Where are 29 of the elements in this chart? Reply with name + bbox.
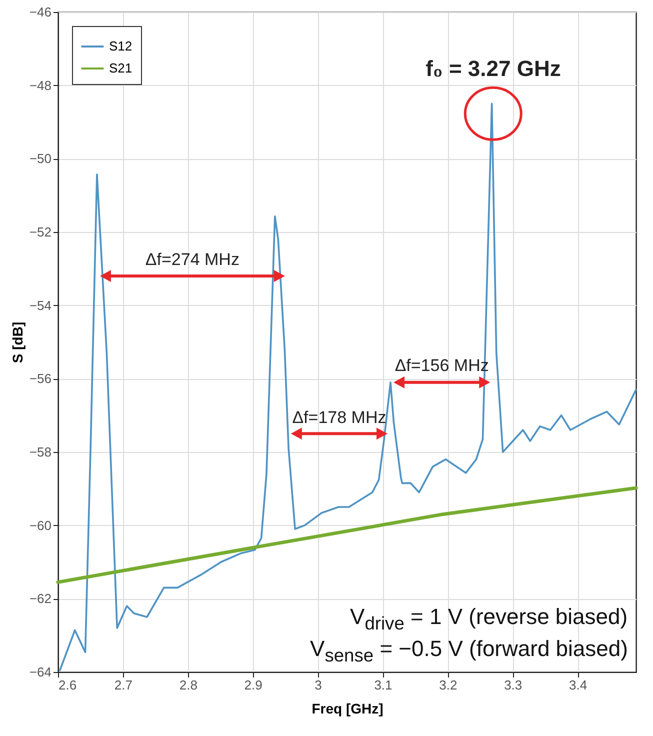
annotation: V$_{drive}$ = 1 V (reverse biased) — [350, 604, 628, 634]
y-tick-label: −48 — [29, 78, 52, 93]
legend-label: S12 — [109, 38, 132, 54]
annotation: f₀ = 3.27 GHz — [426, 56, 561, 82]
annotation: Δf=274 MHz — [145, 250, 240, 270]
x-tick-label: 2.8 — [179, 678, 198, 692]
legend-label: S21 — [109, 60, 132, 76]
y-tick-label: −56 — [29, 371, 52, 386]
x-tick-label: 3.2 — [439, 678, 458, 692]
x-tick-label: 2.7 — [114, 678, 132, 692]
y-tick-label: −62 — [29, 591, 52, 606]
x-tick-label: 2.6 — [58, 678, 77, 692]
annotation: Δf=178 MHz — [292, 408, 386, 428]
y-tick-label: −64 — [29, 664, 52, 680]
line-series — [56, 486, 638, 584]
y-tick-label: −54 — [29, 298, 52, 313]
x-tick-label: 3.3 — [504, 678, 522, 692]
y-tick-label: −60 — [29, 518, 52, 533]
annotation: V$_{sense}$ = −0.5 V (forward biased) — [310, 636, 628, 666]
x-tick-label: 3.1 — [374, 678, 392, 692]
x-axis-title: Freq [GHz] — [312, 700, 384, 716]
x-tick-label: 2.9 — [244, 678, 262, 692]
y-tick-label: −46 — [29, 4, 52, 20]
x-tick-label: 3.4 — [569, 678, 588, 692]
y-tick-label: −50 — [29, 151, 52, 166]
y-tick-label: −52 — [29, 224, 52, 240]
y-tick-label: −58 — [29, 444, 52, 460]
y-axis-title: S [dB] — [9, 322, 26, 364]
x-tick-label: 3 — [314, 678, 322, 692]
